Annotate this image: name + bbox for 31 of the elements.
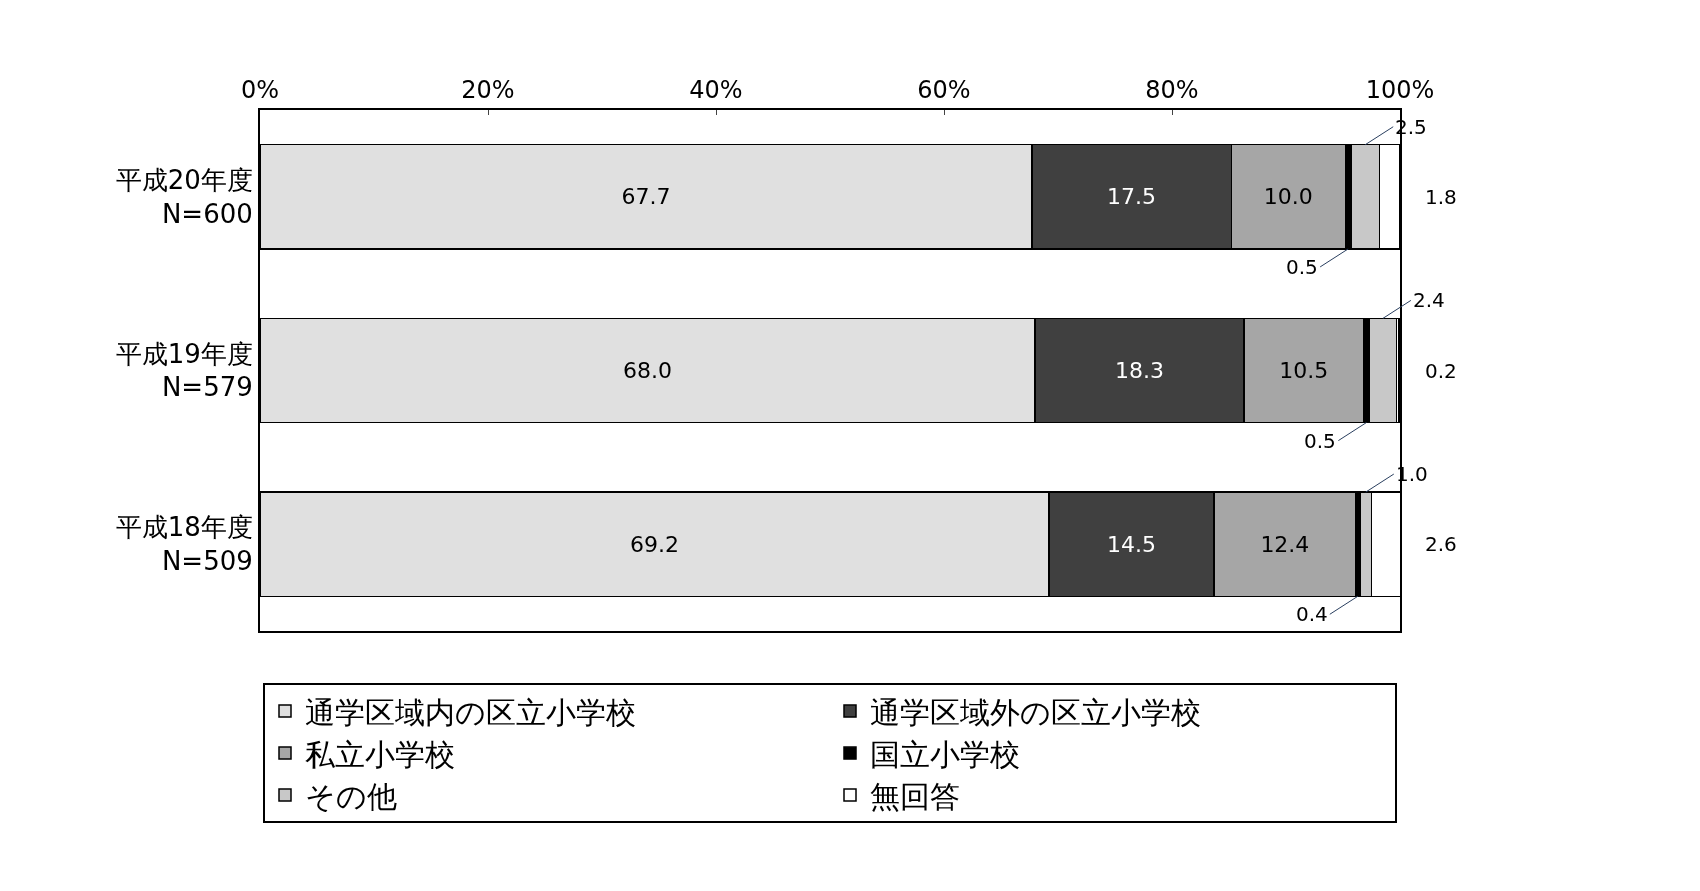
data-label: 10.5: [1279, 358, 1329, 383]
data-label: 14.5: [1107, 531, 1157, 557]
data-label: 0.5: [1304, 429, 1336, 453]
legend-label: その他: [305, 778, 397, 814]
data-label: 12.4: [1260, 531, 1310, 557]
x-tick-label: 100%: [1365, 76, 1435, 105]
data-label: 69.2: [629, 531, 679, 557]
legend-label: 通学区域外の区立小学校: [870, 694, 1201, 730]
data-label: 18.3: [1115, 358, 1164, 383]
data-label: 0.2: [1425, 359, 1457, 383]
y-tick-label: 平成20年度 N=600: [115, 165, 253, 229]
x-tick-label: 80%: [1145, 76, 1199, 105]
data-label: 17.5: [1107, 184, 1157, 210]
x-tick-label: 20%: [461, 76, 515, 105]
legend-label: 通学区域内の区立小学校: [305, 694, 636, 730]
y-tick-label: 平成19年度 N=579: [115, 338, 253, 403]
legend-label: 私立小学校: [305, 736, 455, 772]
data-label: 0.4: [1296, 602, 1328, 626]
legend-label: 国立小学校: [870, 736, 1020, 772]
data-label: 67.7: [621, 184, 671, 210]
x-tick-label: 60%: [917, 76, 971, 105]
legend-label: 無回答: [870, 778, 960, 814]
x-tick-label: 0%: [240, 76, 280, 105]
x-tick-label: 40%: [689, 76, 743, 105]
data-label: 2.6: [1425, 532, 1457, 556]
data-label: 2.4: [1413, 288, 1445, 312]
data-label: 10.0: [1263, 184, 1313, 210]
y-tick-label: 平成18年度 N=509: [115, 512, 253, 577]
data-label: 0.5: [1286, 255, 1318, 279]
data-label: 1.8: [1425, 185, 1457, 209]
data-label: 68.0: [623, 358, 673, 383]
